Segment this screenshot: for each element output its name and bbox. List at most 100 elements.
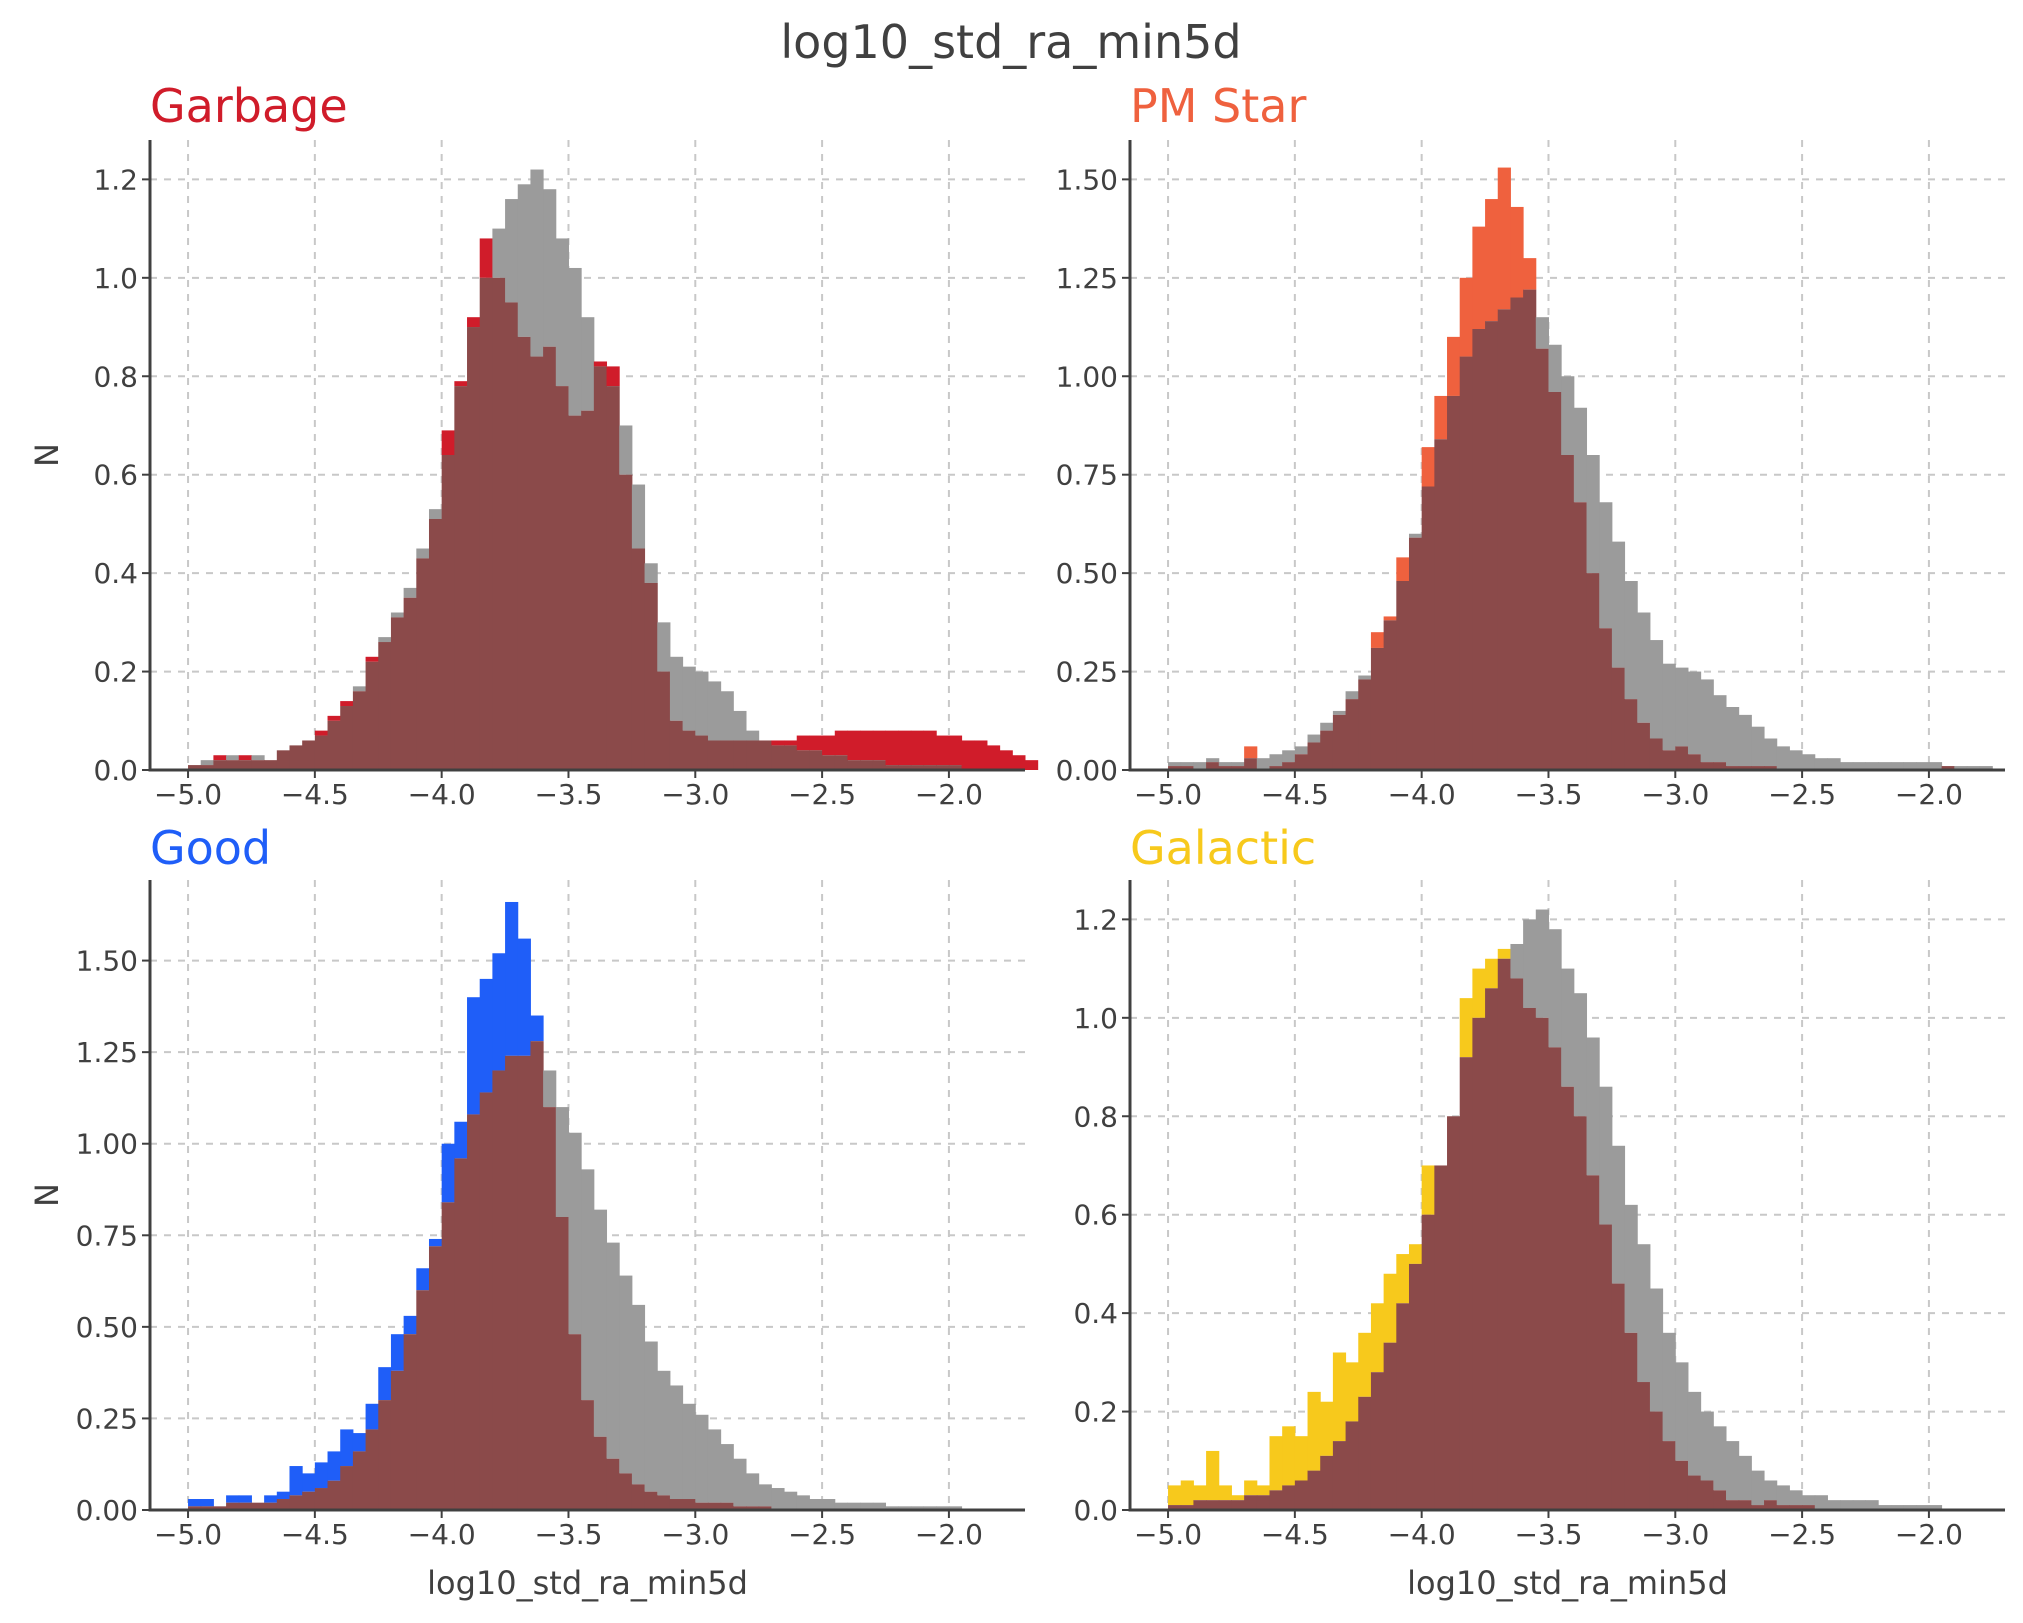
overlap-bar (352, 1451, 367, 1510)
reference-bar (1802, 754, 1816, 770)
overlap-bar (1447, 1116, 1461, 1510)
reference-bar (1890, 762, 1905, 770)
reference-bar (1789, 750, 1803, 770)
overlap-bar (314, 735, 329, 770)
overlap-bar (631, 1484, 646, 1510)
overlap-bar (327, 720, 341, 770)
x-tick-label: −4.5 (1261, 778, 1329, 811)
x-tick-label: −3.5 (1514, 1518, 1582, 1551)
x-tick-label: −4.5 (281, 1518, 349, 1551)
overlap-bar (733, 1506, 747, 1510)
reference-bar (1218, 762, 1232, 767)
overlap-bar (746, 1506, 760, 1510)
good-bar (492, 953, 506, 1071)
y-tick-label: 0.6 (1073, 1199, 1118, 1232)
y-tick-label: 0.50 (76, 1311, 138, 1344)
reference-bar (1320, 722, 1334, 731)
garbage-bar (771, 740, 785, 746)
y-tick-label: 0.4 (1073, 1297, 1118, 1330)
good-bar (188, 1499, 202, 1507)
overlap-bar (1320, 1455, 1334, 1510)
reference-bar (1738, 714, 1752, 767)
reference-bar (1726, 707, 1740, 767)
panel-good: Good −5.0 −4.5 −4.0 −3.5 −3.0 −2.5 −2.0 0.00 0.2… (28, 821, 1025, 1602)
overlap-bar (403, 1334, 417, 1510)
garbage-bar (365, 656, 379, 662)
x-tick-label: −4.5 (1261, 1518, 1329, 1551)
reference-bar (555, 1107, 569, 1217)
y-tick-label: 1.50 (1056, 163, 1118, 196)
y-tick-label: 1.00 (76, 1128, 138, 1161)
reference-bar (1345, 691, 1359, 700)
x-axis-label: log10_std_ra_min5d (427, 1564, 748, 1602)
reference-bar (1586, 455, 1600, 574)
good-bar (238, 1495, 252, 1503)
overlap-bar (1700, 1480, 1714, 1510)
x-tick-label: −4.0 (408, 778, 476, 811)
overlap-bar (1611, 1283, 1626, 1510)
overlap-bar (1294, 1480, 1309, 1510)
garbage-bar (961, 740, 975, 770)
good-bar (327, 1451, 341, 1481)
overlap-bar (1599, 1224, 1613, 1510)
reference-bar (771, 1488, 785, 1510)
reference-bar (885, 1506, 899, 1510)
good-bar (390, 1334, 405, 1371)
garbage-bar (834, 730, 848, 756)
y-tick-label: 0.2 (93, 656, 138, 689)
overlap-bar (1396, 1303, 1410, 1510)
reference-bar (746, 730, 760, 741)
overlap-bar (492, 277, 506, 770)
overlap-bar (1421, 1214, 1435, 1510)
overlap-bar (1713, 1490, 1727, 1510)
reference-bar (568, 267, 582, 416)
overlap-bar (1244, 758, 1258, 770)
overlap-bar (669, 1499, 684, 1510)
overlap-bar (1535, 348, 1549, 770)
reference-bar (1256, 758, 1270, 770)
garbage-bar (872, 730, 887, 761)
galactic-bar (1320, 1401, 1334, 1456)
galactic-bar (1408, 1244, 1423, 1264)
overlap-bar (1396, 581, 1410, 770)
reference-bar (505, 199, 519, 303)
overlap-bar (251, 760, 265, 770)
overlap-bar (695, 735, 709, 770)
x-tick-label: −5.0 (154, 1518, 222, 1551)
reference-bar (428, 509, 443, 519)
galactic-bar (1472, 968, 1486, 1018)
overlap-bar (378, 642, 392, 770)
reference-bar (1713, 695, 1727, 763)
overlap-bar (213, 760, 227, 770)
overlap-bar (771, 745, 785, 770)
reference-bar (1852, 1500, 1867, 1510)
overlap-bar (860, 760, 874, 770)
garbage-bar (1025, 760, 1039, 770)
reference-bar (695, 1414, 709, 1503)
overlap-bar (1523, 1007, 1537, 1510)
overlap-bar (226, 760, 240, 770)
overlap-bar (1548, 392, 1562, 770)
galactic-bar (1231, 1495, 1245, 1501)
overlap-bar (1434, 1165, 1448, 1510)
overlap-bar (1649, 1411, 1664, 1510)
garbage-bar (784, 740, 798, 746)
figure-title: log10_std_ra_min5d (780, 15, 1241, 69)
overlap-bar (1535, 1017, 1549, 1510)
reference-bar (657, 1370, 671, 1496)
overlap-bar (1751, 1505, 1765, 1510)
overlap-bar (416, 558, 430, 770)
reference-bar (1840, 1500, 1854, 1510)
pm-star-bar (1523, 258, 1537, 290)
overlap-bar (1764, 1500, 1778, 1510)
garbage-bar (340, 701, 354, 707)
garbage-bar (822, 735, 836, 756)
reference-bar (707, 681, 722, 741)
reference-bar (1611, 541, 1626, 668)
galactic-bar (1396, 1254, 1410, 1304)
reference-bar (720, 1444, 734, 1503)
overlap-bar (479, 277, 493, 770)
overlap-bar (669, 720, 684, 770)
overlap-bar (593, 1436, 608, 1510)
